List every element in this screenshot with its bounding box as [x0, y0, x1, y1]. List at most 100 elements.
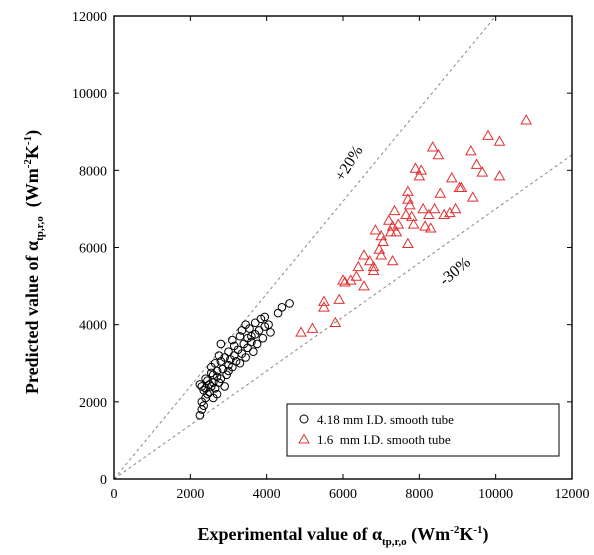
legend-label-series-2: 1.6 mm I.D. smooth tube — [317, 432, 451, 447]
legend-label-series-1: 4.18 mm I.D. smooth tube — [317, 412, 454, 427]
data-point-series-2 — [318, 301, 330, 312]
data-point-series-2 — [449, 202, 462, 214]
data-point-series-2 — [402, 185, 414, 196]
data-point-series-1 — [224, 347, 233, 356]
data-point-series-2 — [388, 204, 401, 216]
data-point-series-2 — [455, 181, 468, 192]
annotation-minus30: -30% — [436, 254, 473, 289]
x-tick-label: 10000 — [478, 487, 513, 502]
x-tick-label: 2000 — [176, 487, 204, 502]
data-point-series-2 — [445, 172, 458, 183]
data-point-series-2 — [344, 274, 357, 285]
data-point-series-1 — [264, 320, 273, 329]
data-point-series-1 — [220, 382, 229, 391]
data-point-series-1 — [235, 358, 245, 368]
data-point-series-2 — [295, 326, 307, 337]
legend-marker-triangle — [298, 433, 310, 444]
data-point-series-2 — [415, 164, 428, 175]
data-point-series-1 — [229, 341, 239, 351]
data-point-series-1 — [237, 326, 247, 335]
data-point-series-2 — [424, 222, 437, 233]
data-point-series-1 — [212, 366, 222, 376]
data-point-series-2 — [375, 229, 388, 241]
y-tick-label: 2000 — [79, 396, 107, 411]
data-point-series-1 — [277, 303, 287, 312]
legend-marker-circle — [299, 414, 309, 424]
data-point-series-2 — [428, 202, 441, 214]
data-point-series-2 — [382, 214, 395, 225]
x-tick-label: 8000 — [405, 487, 433, 502]
data-point-series-2 — [426, 141, 439, 152]
y-tick-label: 12000 — [72, 10, 107, 25]
data-point-series-1 — [249, 347, 258, 356]
y-tick-label: 10000 — [72, 87, 107, 102]
y-tick-label: 6000 — [79, 242, 107, 257]
x-axis-title: Experimental value of αtp,r,o (Wm-2K-1) — [197, 524, 488, 548]
data-point-series-2 — [386, 254, 399, 266]
data-point-series-1 — [208, 393, 218, 403]
y-axis-ticks: 0 2000 4000 6000 8000 10000 12000 — [72, 10, 572, 488]
data-point-series-1 — [195, 411, 205, 420]
data-point-series-2 — [358, 249, 370, 260]
data-point-series-1 — [250, 318, 260, 328]
data-point-series-1 — [258, 333, 268, 343]
data-point-series-1 — [201, 374, 210, 383]
data-point-series-2 — [367, 260, 380, 272]
data-point-series-2 — [482, 129, 494, 140]
data-point-series-1 — [247, 337, 256, 347]
y-tick-label: 8000 — [79, 164, 107, 179]
data-point-series-2 — [402, 237, 414, 248]
data-point-series-1 — [260, 312, 270, 322]
x-tick-label: 12000 — [555, 487, 590, 502]
data-point-series-1 — [205, 387, 214, 397]
data-point-series-2 — [470, 158, 483, 169]
data-point-series-2 — [405, 210, 418, 221]
data-point-series-1 — [216, 339, 226, 349]
data-point-series-2 — [476, 166, 489, 177]
data-point-series-2 — [318, 295, 330, 306]
data-point-series-2 — [493, 135, 506, 146]
data-point-series-2 — [400, 208, 412, 220]
data-point-series-2 — [375, 249, 388, 260]
data-point-series-2 — [369, 224, 382, 235]
legend: 4.18 mm I.D. smooth tube 1.6 mm I.D. smo… — [286, 403, 560, 457]
data-point-series-1 — [220, 353, 229, 362]
data-point-series-2 — [453, 181, 466, 192]
data-point-series-2 — [358, 280, 370, 291]
data-point-series-2 — [352, 260, 365, 272]
data-point-series-1 — [210, 384, 220, 393]
x-tick-label: 4000 — [253, 487, 281, 502]
data-point-series-1 — [212, 372, 222, 382]
data-point-series-2 — [434, 187, 447, 198]
data-point-series-2 — [363, 254, 376, 266]
data-point-series-1 — [273, 308, 283, 318]
data-point-series-2 — [367, 264, 380, 275]
data-point-series-1 — [224, 366, 233, 376]
data-point-series-1 — [203, 376, 212, 385]
data-point-series-2 — [377, 235, 389, 247]
data-point-series-2 — [390, 226, 403, 237]
data-point-series-2 — [306, 322, 319, 333]
data-point-series-2 — [403, 199, 416, 210]
data-point-series-2 — [337, 274, 349, 285]
data-point-series-2 — [409, 162, 422, 173]
data-point-series-2 — [417, 202, 430, 214]
data-point-series-1 — [241, 353, 250, 362]
data-point-series-1 — [207, 368, 216, 378]
data-point-series-1 — [247, 331, 256, 341]
data-point-series-2 — [392, 218, 405, 229]
data-point-series-1 — [214, 351, 224, 360]
data-point-series-1 — [195, 380, 205, 389]
legend-box — [286, 403, 560, 457]
data-point-series-1 — [228, 335, 237, 345]
data-point-series-1 — [241, 320, 250, 329]
data-point-series-2 — [493, 170, 506, 181]
data-point-series-1 — [210, 358, 220, 368]
x-tick-label: 0 — [111, 487, 118, 502]
data-point-series-2 — [407, 218, 420, 229]
data-point-series-2 — [329, 316, 342, 328]
data-point-series-2 — [413, 170, 426, 181]
data-point-series-2 — [423, 208, 435, 220]
data-point-series-2 — [384, 226, 397, 237]
